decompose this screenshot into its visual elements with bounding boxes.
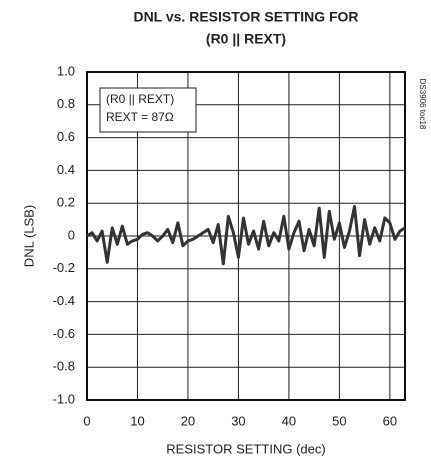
y-tick-label: -0.8 bbox=[53, 359, 75, 374]
y-tick-label: 1.0 bbox=[57, 63, 75, 78]
x-tick-label: 60 bbox=[383, 413, 397, 428]
y-tick-label: -1.0 bbox=[53, 391, 75, 406]
x-tick-label: 20 bbox=[181, 413, 195, 428]
y-tick-label: 0.2 bbox=[57, 195, 75, 210]
chart-subtitle: (R0 || REXT) bbox=[206, 31, 286, 47]
chart-title: DNL vs. RESISTOR SETTING FOR bbox=[133, 9, 358, 25]
x-tick-label: 30 bbox=[231, 413, 245, 428]
y-tick-label: 0.8 bbox=[57, 96, 75, 111]
x-tick-label: 40 bbox=[282, 413, 296, 428]
annotation: REXT = 87Ω bbox=[106, 110, 174, 124]
y-tick-label: 0.6 bbox=[57, 129, 75, 144]
side-note: DS3906 toc18 bbox=[418, 79, 427, 130]
annotation-box bbox=[99, 87, 197, 133]
annotation: (R0 || REXT) bbox=[106, 92, 174, 106]
y-tick-label: -0.4 bbox=[53, 293, 75, 308]
x-tick-label: 50 bbox=[332, 413, 346, 428]
y-tick-label: 0 bbox=[68, 227, 75, 242]
x-tick-label: 10 bbox=[130, 413, 144, 428]
y-axis-label: DNL (LSB) bbox=[21, 205, 36, 267]
y-tick-label: -0.2 bbox=[53, 260, 75, 275]
data-line bbox=[86, 204, 406, 266]
y-tick-label: -0.6 bbox=[53, 326, 75, 341]
x-axis-label: RESISTOR SETTING (dec) bbox=[166, 441, 325, 456]
y-tick-label: 0.4 bbox=[57, 162, 75, 177]
x-tick-label: 0 bbox=[83, 413, 90, 428]
